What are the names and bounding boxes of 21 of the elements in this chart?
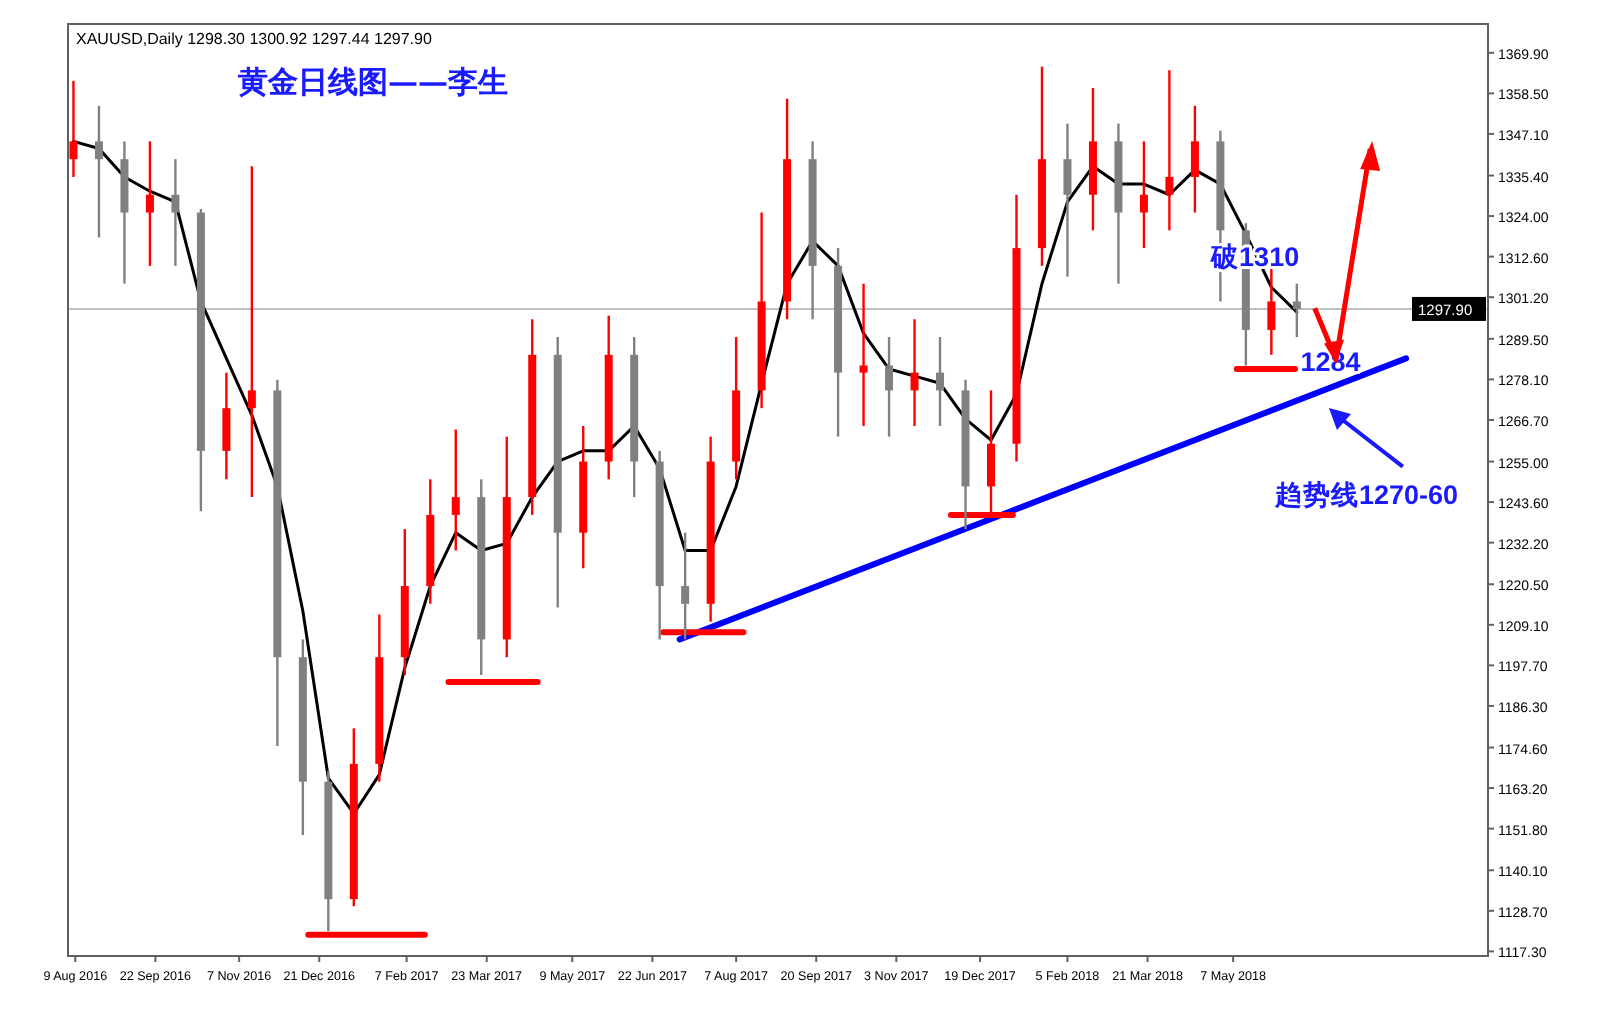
candlestick xyxy=(1165,69,1174,232)
text: 黄金日线图——李生 xyxy=(236,64,508,100)
candlestick xyxy=(885,335,894,438)
candlestick xyxy=(171,157,180,268)
candlestick xyxy=(222,371,231,481)
annotation: 趋势线1270-60 xyxy=(1273,479,1459,510)
candlestick xyxy=(910,318,919,428)
candlestick xyxy=(451,428,460,552)
candlestick xyxy=(1190,104,1199,214)
candlestick xyxy=(69,79,78,179)
candlestick xyxy=(145,140,154,268)
candlestick xyxy=(1267,264,1276,357)
candlestick xyxy=(681,531,690,641)
candlestick xyxy=(247,165,256,499)
candlestick xyxy=(1292,282,1301,339)
candlestick xyxy=(936,335,945,428)
candlestick xyxy=(94,104,103,239)
candlestick xyxy=(1139,140,1148,250)
candlestick xyxy=(859,282,868,428)
candlestick xyxy=(1063,122,1072,278)
chart-subtitle: XAUUSD,Daily 1298.30 1300.92 1297.44 1297.90 xyxy=(76,30,433,48)
